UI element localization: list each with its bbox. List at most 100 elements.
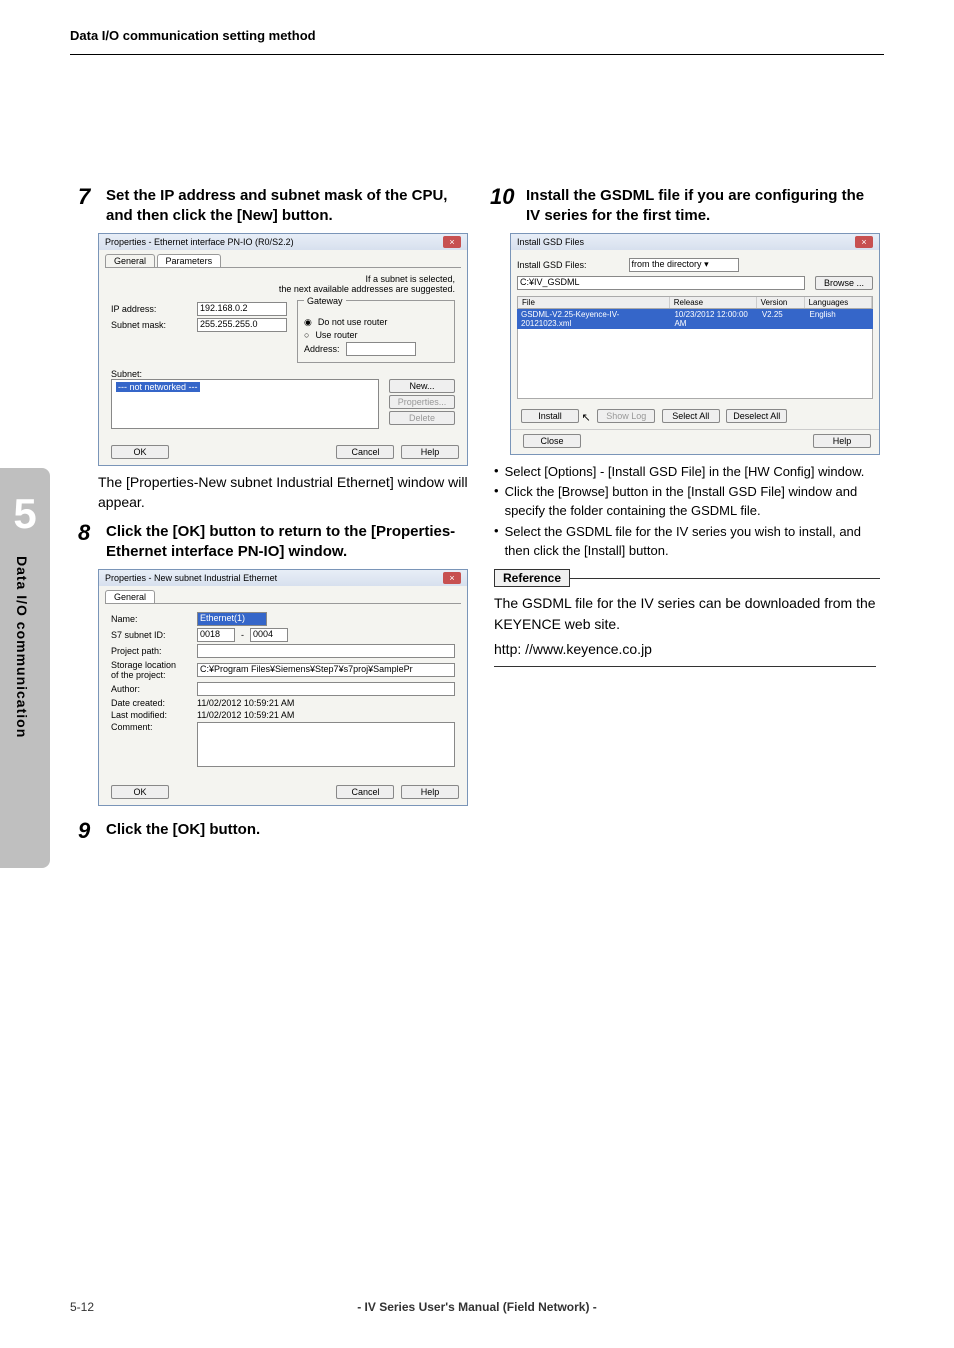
projpath-label: Project path: [111, 646, 191, 656]
page-footer: 5-12 - IV Series User's Manual (Field Ne… [70, 1300, 884, 1314]
modified-label: Last modified: [111, 710, 191, 720]
close-button[interactable]: Close [523, 434, 581, 448]
s7-input-a[interactable]: 0018 [197, 628, 235, 642]
th-release: Release [670, 297, 757, 308]
mask-label: Subnet mask: [111, 320, 191, 330]
step-number: 7 [78, 186, 100, 208]
subnet-list[interactable]: --- not networked --- [111, 379, 379, 429]
step-number: 9 [78, 820, 100, 842]
bullet-text: Select [Options] - [Install GSD File] in… [505, 463, 865, 482]
install-label: Install GSD Files: [517, 260, 587, 270]
created-label: Date created: [111, 698, 191, 708]
subnet-item[interactable]: --- not networked --- [116, 382, 200, 392]
ok-button[interactable]: OK [111, 445, 169, 459]
step-8: 8 Click the [OK] button to return to the… [78, 522, 468, 806]
row-lang: English [805, 309, 873, 329]
created-value: 11/02/2012 10:59:21 AM [197, 698, 294, 708]
row-file: GSDML-V2.25-Keyence-IV-20121023.xml [517, 309, 670, 329]
chapter-tab: 5 Data I/O communication [0, 468, 50, 868]
row-version: V2.25 [758, 309, 806, 329]
radio-no-router[interactable]: ◉ [304, 317, 312, 328]
chapter-label: Data I/O communication [14, 556, 30, 738]
bullet-icon: • [494, 463, 499, 482]
help-button[interactable]: Help [813, 434, 871, 448]
comment-label: Comment: [111, 722, 191, 732]
properties-subnet-window: Properties - New subnet Industrial Ether… [98, 569, 468, 806]
author-label: Author: [111, 684, 191, 694]
th-lang: Languages [805, 297, 872, 308]
address-input[interactable] [346, 342, 416, 356]
cursor-icon: ↖ [582, 412, 591, 424]
reference-divider [494, 666, 876, 667]
bullet-text: Select the GSDML file for the IV series … [505, 523, 880, 561]
properties-ethernet-window: Properties - Ethernet interface PN-IO (R… [98, 233, 468, 466]
close-icon[interactable]: × [443, 236, 461, 248]
author-input[interactable] [197, 682, 455, 696]
th-version: Version [757, 297, 805, 308]
ip-label: IP address: [111, 304, 191, 314]
new-button[interactable]: New... [389, 379, 455, 393]
storage-input[interactable]: C:¥Program Files¥Siemens¥Step7¥s7proj¥Sa… [197, 663, 455, 677]
selectall-button[interactable]: Select All [662, 409, 720, 423]
radio-use-router-label: Use router [315, 330, 357, 340]
step7-note: The [Properties-New subnet Industrial Et… [98, 472, 468, 513]
bullet-icon: • [494, 483, 499, 521]
s7-label: S7 subnet ID: [111, 630, 191, 640]
chapter-number: 5 [0, 468, 50, 538]
step-number: 8 [78, 522, 100, 544]
source-dropdown[interactable]: from the directory ▾ [629, 258, 739, 272]
window-title: Install GSD Files [517, 237, 584, 247]
step-7: 7 Set the IP address and subnet mask of … [78, 186, 468, 512]
mask-input[interactable]: 255.255.255.0 [197, 318, 287, 332]
install-button[interactable]: Install [521, 409, 579, 423]
showlog-button[interactable]: Show Log [597, 409, 655, 423]
radio-use-router[interactable]: ○ [304, 330, 309, 340]
file-row[interactable]: GSDML-V2.25-Keyence-IV-20121023.xml 10/2… [517, 309, 873, 329]
header-rule [70, 54, 884, 55]
help-button[interactable]: Help [401, 785, 459, 799]
storage-label: Storage location of the project: [111, 660, 191, 680]
reference-label: Reference [494, 569, 570, 587]
dash: - [241, 630, 244, 640]
step-title: Install the GSDML file if you are config… [526, 186, 880, 227]
properties-button[interactable]: Properties... [389, 395, 455, 409]
name-label: Name: [111, 614, 191, 624]
modified-value: 11/02/2012 10:59:21 AM [197, 710, 294, 720]
comment-input[interactable] [197, 722, 455, 767]
th-file: File [518, 297, 670, 308]
path-input[interactable]: C:¥IV_GSDML [517, 276, 805, 290]
cancel-button[interactable]: Cancel [336, 785, 394, 799]
reference-url: http: //www.keyence.co.jp [494, 639, 880, 660]
tab-general[interactable]: General [105, 254, 155, 267]
step-9: 9 Click the [OK] button. [78, 820, 468, 842]
footer-title: - IV Series User's Manual (Field Network… [70, 1300, 884, 1314]
row-release: 10/23/2012 12:00:00 AM [670, 309, 757, 329]
tab-general[interactable]: General [105, 590, 155, 603]
deselect-button[interactable]: Deselect All [726, 409, 787, 423]
subnet-label: Subnet: [111, 369, 455, 379]
ip-input[interactable]: 192.168.0.2 [197, 302, 287, 316]
browse-button[interactable]: Browse ... [815, 276, 873, 290]
gateway-group: Gateway [304, 296, 346, 306]
window-title: Properties - New subnet Industrial Ether… [105, 573, 277, 583]
s7-input-b[interactable]: 0004 [250, 628, 288, 642]
bullet-icon: • [494, 523, 499, 561]
close-icon[interactable]: × [855, 236, 873, 248]
step-title: Click the [OK] button. [106, 820, 260, 840]
close-icon[interactable]: × [443, 572, 461, 584]
tab-parameters[interactable]: Parameters [157, 254, 222, 267]
page-header: Data I/O communication setting method [70, 28, 316, 43]
step-title: Click the [OK] button to return to the [… [106, 522, 468, 563]
hint-text: If a subnet is selected, the next availa… [111, 274, 455, 294]
projpath-input[interactable] [197, 644, 455, 658]
help-button[interactable]: Help [401, 445, 459, 459]
file-table-header: File Release Version Languages [517, 296, 873, 309]
delete-button[interactable]: Delete [389, 411, 455, 425]
step-title: Set the IP address and subnet mask of th… [106, 186, 468, 227]
name-input[interactable]: Ethernet(1) [197, 612, 267, 626]
radio-no-router-label: Do not use router [318, 317, 388, 327]
step-number: 10 [490, 186, 520, 208]
cancel-button[interactable]: Cancel [336, 445, 394, 459]
ok-button[interactable]: OK [111, 785, 169, 799]
window-title: Properties - Ethernet interface PN-IO (R… [105, 237, 294, 247]
